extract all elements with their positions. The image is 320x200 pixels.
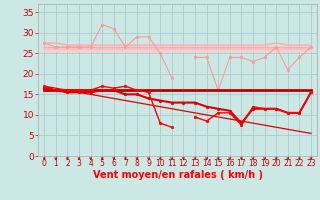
X-axis label: Vent moyen/en rafales ( km/h ): Vent moyen/en rafales ( km/h ) — [92, 170, 263, 180]
